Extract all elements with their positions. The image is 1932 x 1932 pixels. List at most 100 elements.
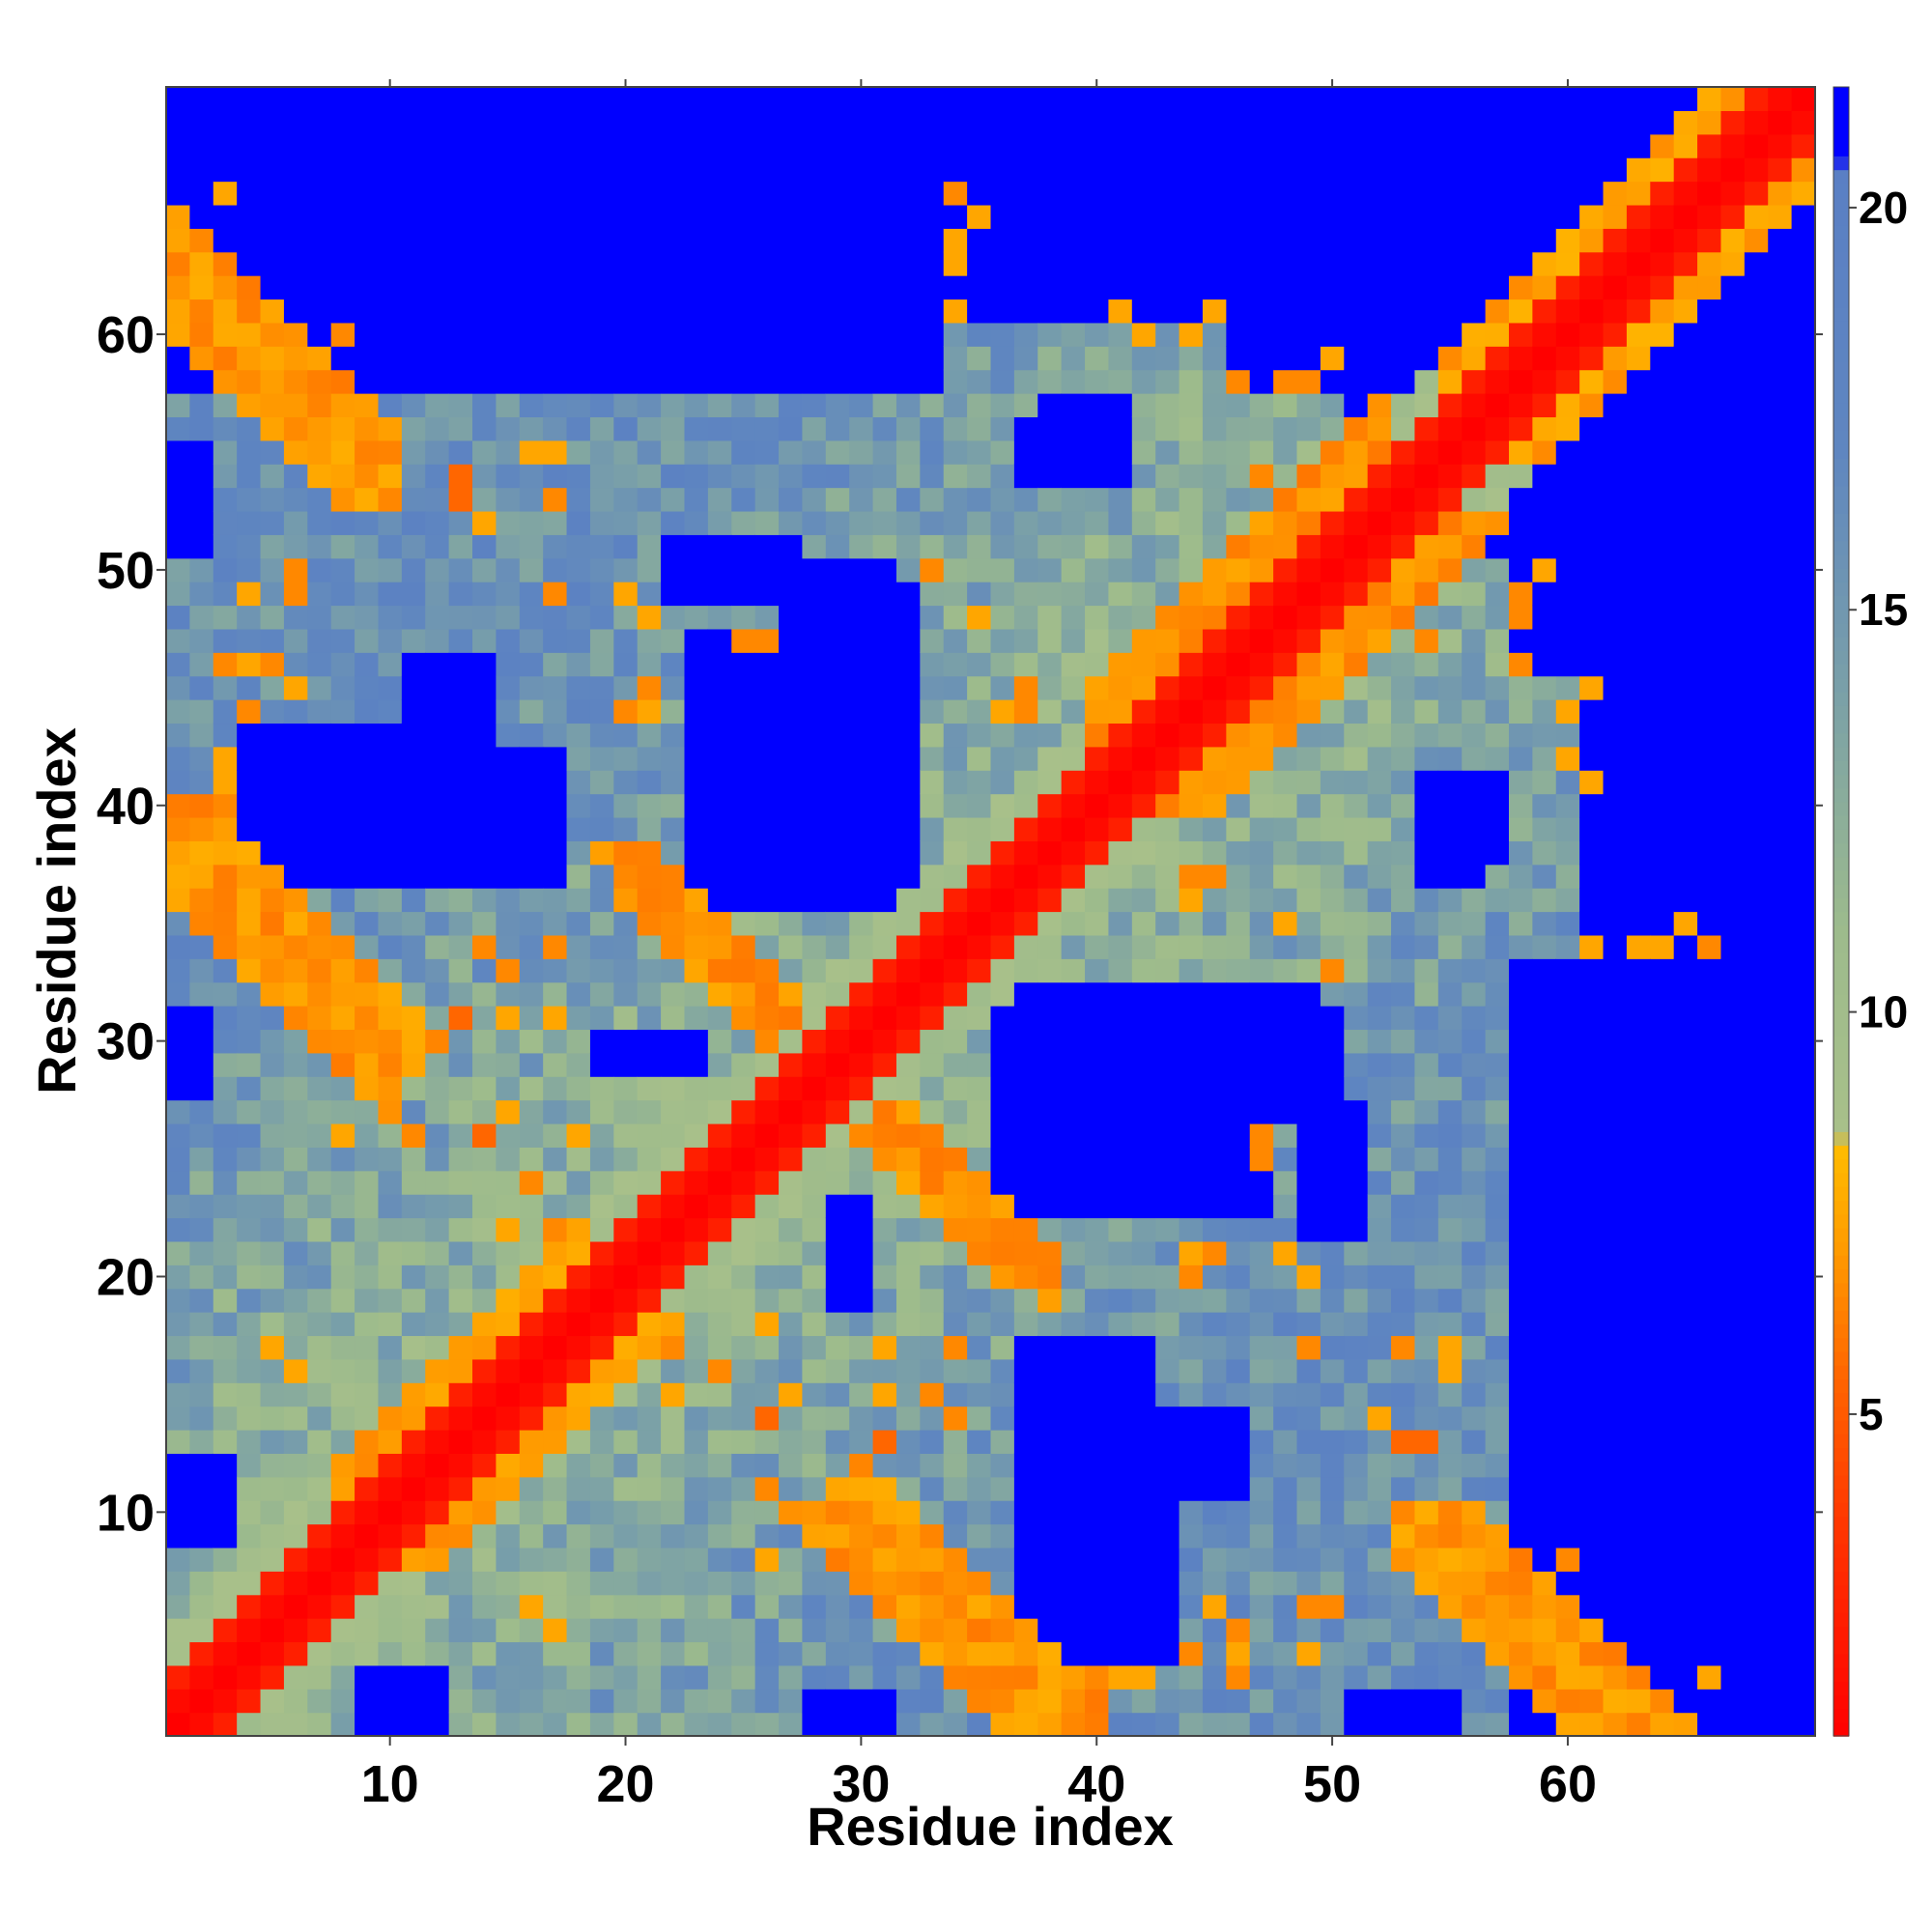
heatmap-cell [589,1312,614,1337]
heatmap-cell [802,1500,827,1525]
heatmap-cell [990,393,1015,417]
heatmap-cell [1249,1500,1274,1525]
heatmap-cell [1085,1147,1110,1172]
heatmap-cell [166,1476,190,1501]
heatmap-cell [943,181,968,206]
heatmap-cell [1603,793,1628,818]
heatmap-cell [731,746,756,771]
heatmap-cell [260,322,285,347]
heatmap-cell [425,487,450,512]
heatmap-cell [1720,1029,1746,1054]
heatmap-cell [684,1689,709,1714]
heatmap-cell [1367,888,1392,913]
heatmap-cell [237,582,262,607]
heatmap-cell [920,534,945,559]
heatmap-cell [802,87,827,111]
heatmap-cell [1249,416,1274,441]
heatmap-cell [731,110,756,135]
heatmap-cell [967,746,992,771]
heatmap-cell [1532,1406,1557,1431]
heatmap-cell [895,1618,921,1643]
heatmap-cell [237,1288,262,1313]
heatmap-cell [1320,181,1345,206]
heatmap-cell [166,393,190,417]
heatmap-cell [589,1006,614,1031]
heatmap-cell [1202,440,1227,465]
colorbar-segment [1833,1090,1849,1105]
heatmap-cell [1720,1170,1746,1195]
heatmap-cell [189,157,214,183]
heatmap-cell [1202,911,1227,936]
heatmap-cell [566,652,591,677]
heatmap-cell [166,911,190,936]
heatmap-cell [1013,746,1038,771]
heatmap-cell [1273,699,1298,724]
heatmap-cell [1555,1453,1580,1478]
heatmap-cell [895,1382,921,1407]
heatmap-cell [1296,228,1321,253]
heatmap-cell [566,1264,591,1290]
heatmap-cell [1462,605,1487,630]
heatmap-cell [1414,1712,1439,1737]
heatmap-cell [825,1006,850,1031]
heatmap-cell [1367,981,1392,1007]
heatmap-cell [754,487,780,512]
heatmap-cell [1273,888,1298,913]
heatmap-cell [1085,770,1110,795]
heatmap-cell [401,1335,426,1360]
heatmap-cell [307,393,332,417]
heatmap-cell [1131,510,1156,535]
heatmap-cell [566,557,591,582]
heatmap-cell [920,1194,945,1219]
heatmap-cell [1673,1264,1698,1290]
heatmap-cell [543,298,568,324]
heatmap-cell [355,864,380,889]
heatmap-cell [802,816,827,841]
heatmap-cell [1485,393,1510,417]
heatmap-cell [1744,934,1769,959]
heatmap-cell [543,1523,568,1548]
heatmap-cell [543,369,568,394]
heatmap-cell [1202,1712,1227,1737]
heatmap-cell [519,87,544,111]
heatmap-cell [543,1147,568,1172]
heatmap-cell [613,1240,639,1265]
colorbar-segment [1833,966,1849,981]
heatmap-cell [1791,510,1816,535]
heatmap-cell [1462,1194,1487,1219]
heatmap-cell [967,1312,992,1337]
heatmap-cell [1037,416,1063,441]
heatmap-cell [566,1029,591,1054]
heatmap-cell [943,1122,968,1148]
heatmap-cell [967,816,992,841]
heatmap-cell [1320,440,1345,465]
heatmap-cell [448,1170,473,1195]
heatmap-cell [1131,1476,1156,1501]
heatmap-cell [779,652,804,677]
heatmap-cell [566,1453,591,1478]
heatmap-cell [425,322,450,347]
heatmap-cell [1720,699,1746,724]
heatmap-cell [1037,1406,1063,1431]
heatmap-cell [967,675,992,700]
heatmap-cell [1249,1618,1274,1643]
heatmap-cell [307,793,332,818]
heatmap-cell [283,675,308,700]
heatmap-cell [1555,440,1580,465]
heatmap-cell [1579,888,1605,913]
heatmap-cell [661,1406,686,1431]
heatmap-cell [1344,816,1369,841]
heatmap-cell [1697,1194,1722,1219]
heatmap-cell [684,487,709,512]
heatmap-cell [1744,346,1769,371]
heatmap-cell [519,1382,544,1407]
heatmap-cell [519,557,544,582]
heatmap-cell [1720,393,1746,417]
heatmap-cell [1108,346,1133,371]
heatmap-cell [472,1453,497,1478]
heatmap-cell [307,699,332,724]
heatmap-cell [1320,911,1345,936]
heatmap-cell [1437,582,1463,607]
heatmap-cell [920,1335,945,1360]
heatmap-cell [260,582,285,607]
